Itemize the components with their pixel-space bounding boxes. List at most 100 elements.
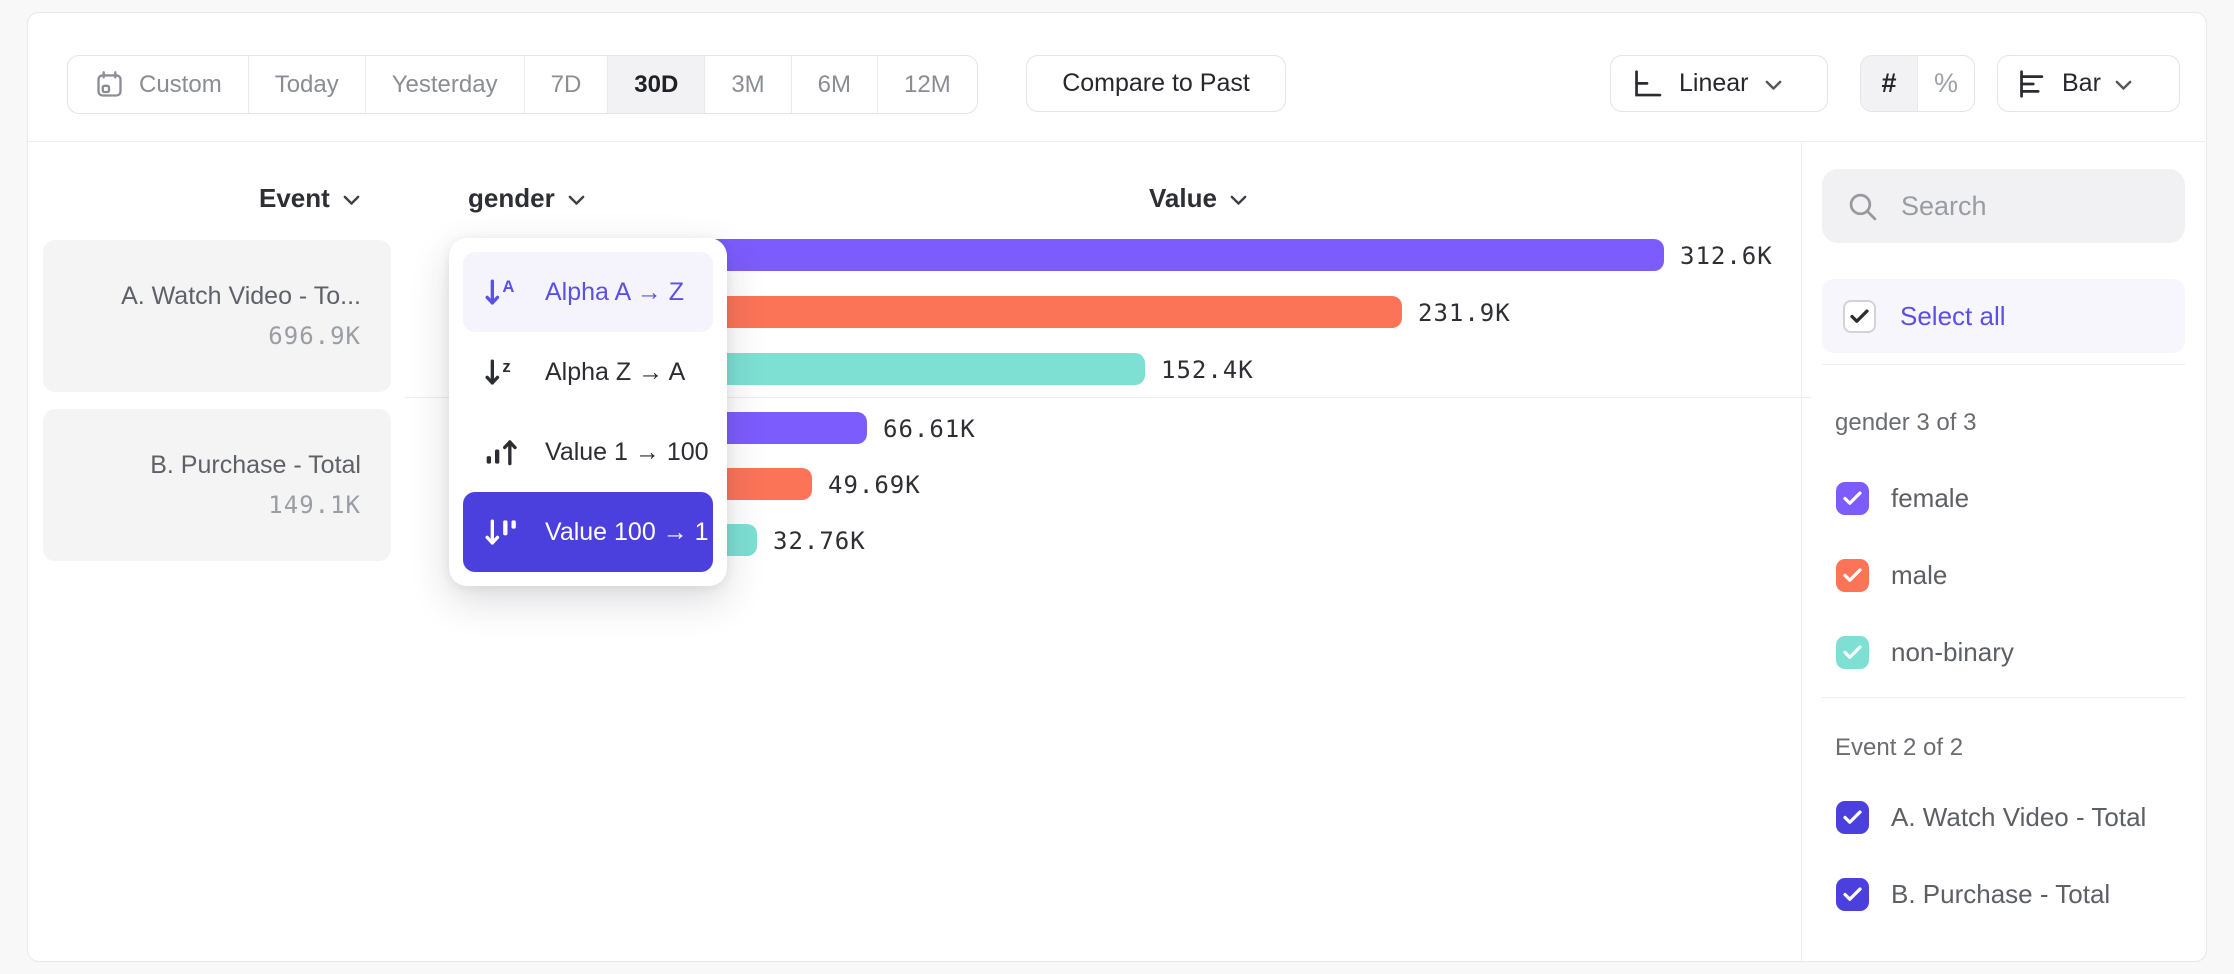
legend-item-male[interactable]: male — [1836, 553, 2185, 597]
legend-item-label: A. Watch Video - Total — [1891, 801, 2147, 832]
date-range-30d[interactable]: 30D — [608, 56, 706, 113]
legend-item-non-binary[interactable]: non-binary — [1836, 630, 2185, 674]
breakdown-column-header[interactable]: gender — [468, 183, 585, 214]
date-range-label: 12M — [904, 70, 951, 98]
event-name: B. Purchase - Total — [150, 451, 361, 479]
date-range-label: Today — [274, 70, 339, 98]
legend-item-label: non-binary — [1891, 636, 2014, 667]
select-all-row[interactable]: Select all — [1822, 279, 2185, 353]
sort-option-label: Value 1 → 100 — [545, 437, 709, 466]
legend-checkbox[interactable] — [1836, 635, 1869, 669]
sort-option-2[interactable]: z Alpha Z → A — [463, 332, 713, 412]
date-range-yesterday[interactable]: Yesterday — [366, 56, 525, 113]
legend-item-label: female — [1891, 482, 1970, 513]
bar-value-label: 152.4K — [1161, 356, 1254, 384]
sort-option-label: Alpha A → Z — [545, 277, 684, 306]
sort-option-1[interactable]: A Alpha A → Z — [463, 252, 713, 332]
sort-alpha-desc-icon: z — [481, 355, 527, 389]
compare-to-past-button[interactable]: Compare to Past — [1026, 55, 1286, 112]
date-range-label: Yesterday — [391, 70, 498, 98]
bar-value-label: 231.9K — [1418, 299, 1511, 327]
sort-option-label: Alpha Z → A — [545, 357, 686, 386]
bar-a-watch-video-total-male[interactable] — [651, 296, 1402, 328]
date-range-label: 30D — [634, 70, 679, 98]
legend-checkbox[interactable] — [1836, 481, 1869, 515]
legend-item-a-watch-video-total[interactable]: A. Watch Video - Total — [1836, 795, 2185, 839]
legend-item-female[interactable]: female — [1836, 476, 2185, 520]
legend-checkbox[interactable] — [1836, 558, 1869, 592]
chart-type-selector-button[interactable]: Bar — [1997, 55, 2180, 112]
date-range-today[interactable]: Today — [249, 56, 366, 113]
sidebar-divider — [1801, 143, 1802, 961]
date-range-label: Custom — [139, 70, 222, 98]
chevron-down-icon — [1230, 195, 1247, 206]
date-range-label: 6M — [817, 70, 851, 98]
event-summary-card[interactable]: A. Watch Video - To... 696.9K — [43, 240, 391, 392]
date-range-custom[interactable]: Custom — [68, 56, 249, 113]
legend-checkbox[interactable] — [1836, 800, 1869, 834]
chevron-down-icon — [1765, 80, 1782, 91]
event-name: A. Watch Video - To... — [121, 282, 361, 310]
sort-dropdown-menu: A Alpha A → Z z Alpha Z → A Value 1 → 100 Val… — [449, 238, 727, 586]
event-total-value: 149.1K — [268, 491, 361, 519]
bar-value-label: 32.76K — [773, 527, 866, 555]
report-card: Custom Today Yesterday 7D 30D 3M 6M 12M Compare… — [27, 12, 2207, 962]
date-range-label: 3M — [731, 70, 765, 98]
sort-value-desc-icon — [481, 515, 527, 549]
absolute-values-toggle[interactable]: # — [1861, 56, 1918, 111]
legend-item-label: B. Purchase - Total — [1891, 878, 2111, 909]
scale-selector-label: Linear — [1679, 69, 1749, 97]
chevron-down-icon — [343, 195, 360, 206]
sort-option-label: Value 100 → 1 — [545, 517, 709, 546]
date-range-group: Custom Today Yesterday 7D 30D 3M 6M 12M — [67, 55, 978, 114]
chart-group-divider — [405, 397, 1811, 398]
bar-value-label: 66.61K — [883, 415, 976, 443]
search-box[interactable] — [1822, 169, 2185, 243]
event-column-label: Event — [259, 183, 330, 213]
linear-scale-icon — [1631, 68, 1663, 100]
value-column-header[interactable]: Value — [1149, 183, 1247, 214]
chevron-down-icon — [568, 195, 585, 206]
date-range-label: 7D — [550, 70, 582, 98]
sort-option-3[interactable]: Value 1 → 100 — [463, 412, 713, 492]
date-range-12m[interactable]: 12M — [878, 56, 977, 113]
event-total-value: 696.9K — [268, 322, 361, 350]
bar-a-watch-video-total-non-binary[interactable] — [651, 353, 1145, 385]
legend-item-label: male — [1891, 559, 1948, 590]
date-range-3m[interactable]: 3M — [705, 56, 792, 113]
event-column-header[interactable]: Event — [259, 183, 360, 214]
select-all-checkbox[interactable] — [1843, 299, 1876, 333]
breakdown-column-label: gender — [468, 183, 555, 213]
select-all-label: Select all — [1900, 300, 2006, 331]
date-range-7d[interactable]: 7D — [525, 56, 609, 113]
sidebar-section-divider — [1822, 364, 2185, 365]
svg-text:A: A — [502, 277, 514, 296]
bar-value-label: 49.69K — [828, 471, 921, 499]
event-summary-card[interactable]: B. Purchase - Total 149.1K — [43, 409, 391, 561]
chart-type-selector-label: Bar — [2062, 69, 2101, 97]
date-range-6m[interactable]: 6M — [792, 56, 878, 113]
legend-sections: gender 3 of 3 female male non-binary Event 2… — [1822, 364, 2185, 916]
legend-checkbox[interactable] — [1836, 877, 1869, 911]
toolbar-divider — [28, 141, 2206, 142]
sort-option-4[interactable]: Value 100 → 1 — [463, 492, 713, 572]
sort-alpha-asc-icon: A — [481, 275, 527, 309]
number-format-toggle: #% — [1860, 55, 1975, 112]
chevron-down-icon — [2115, 80, 2132, 91]
sidebar-section-divider — [1822, 697, 2185, 698]
bar-chart-icon — [2016, 68, 2048, 100]
bar-a-watch-video-total-female[interactable] — [651, 239, 1664, 271]
percent-values-toggle[interactable]: % — [1933, 68, 1958, 98]
svg-text:z: z — [502, 357, 510, 376]
sort-value-asc-icon — [481, 435, 527, 469]
search-icon — [1846, 190, 1879, 223]
legend-item-b-purchase-total[interactable]: B. Purchase - Total — [1836, 872, 2185, 916]
bar-value-label: 312.6K — [1680, 242, 1773, 270]
legend-section-title: gender 3 of 3 — [1835, 409, 1977, 436]
scale-selector-button[interactable]: Linear — [1610, 55, 1828, 112]
search-input[interactable] — [1899, 189, 2133, 223]
legend-sidebar: Select all gender 3 of 3 female male non-bi… — [1822, 143, 2185, 916]
legend-section-title: Event 2 of 2 — [1835, 734, 1964, 761]
value-column-label: Value — [1149, 183, 1217, 213]
